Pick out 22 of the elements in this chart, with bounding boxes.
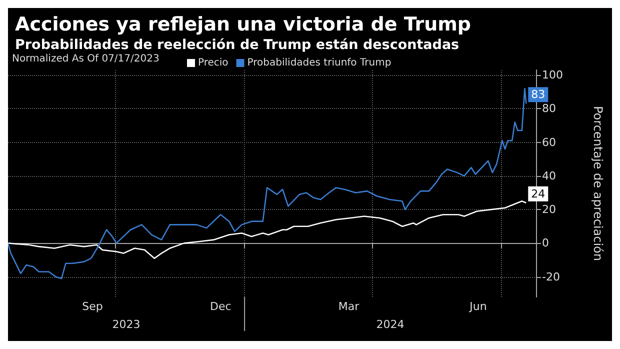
y-tick-label: 100: [542, 68, 563, 82]
text: 2024: [376, 318, 404, 331]
legend-label: Precio: [198, 58, 228, 68]
y-axis-title: Porcentaje de apreciación: [591, 106, 605, 261]
chart-subtitle: Probabilidades de reelección de Trump están descontadas: [15, 37, 460, 53]
data-label: 83: [531, 88, 546, 102]
data-label: 24: [531, 187, 546, 200]
x-tick-label: Mar: [338, 300, 360, 313]
line-series: [8, 200, 527, 259]
y-tick-label: 20: [542, 203, 556, 216]
legend-title: Normalized As Of 07/17/2023: [12, 54, 160, 64]
legend-label: Probabilidades triunfo Trump: [247, 58, 392, 68]
y-tick-label: 80: [542, 102, 556, 116]
y-tick-label: 40: [542, 169, 556, 182]
text: 2023: [112, 318, 140, 331]
y-tick-label: -20: [542, 270, 560, 284]
chart-title: Acciones ya reflejan una victoria de Trump: [15, 14, 472, 36]
y-tick-label: 60: [542, 136, 556, 149]
x-tick-label: Sep: [82, 300, 103, 313]
y-tick-label: 0: [542, 236, 549, 250]
x-tick-label: Jun: [468, 300, 487, 313]
x-tick-label: Dec: [210, 300, 232, 313]
